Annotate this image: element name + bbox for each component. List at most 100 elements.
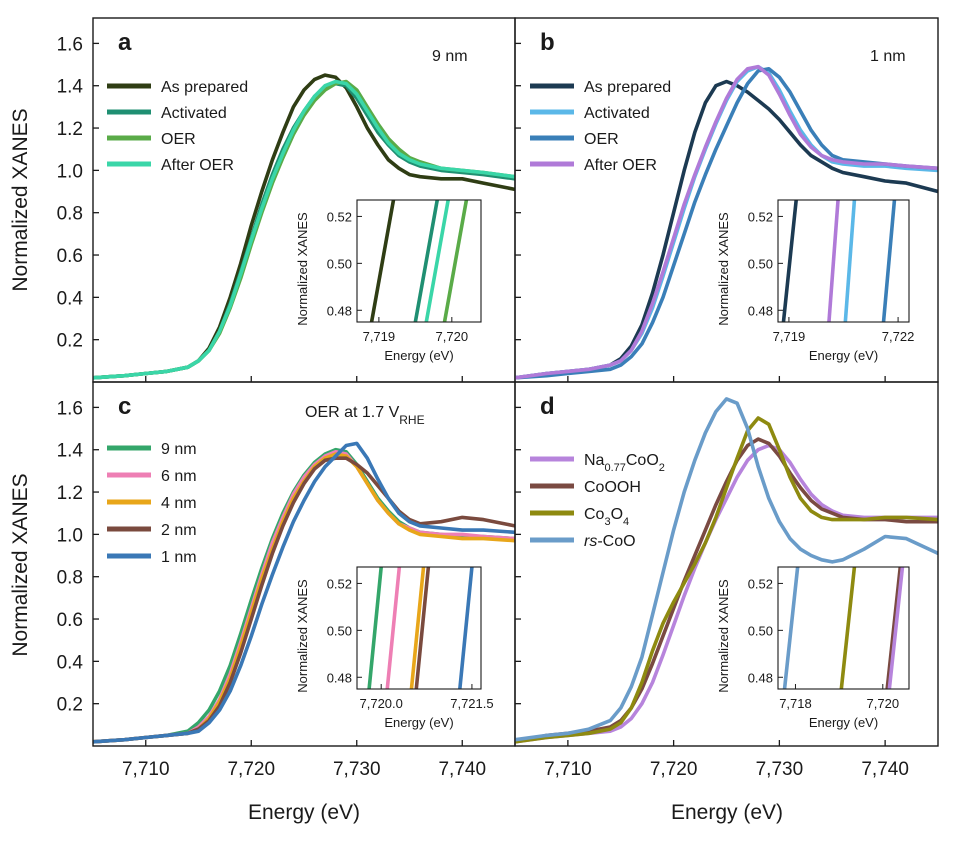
inset-d: 0.48 0.50 0.52 7,718 7,720 Energy (eV) Normali… — [716, 566, 910, 730]
panel-note: 9 nm — [432, 48, 468, 65]
legend-label-part: O — [611, 506, 623, 523]
series-line-d-2 — [515, 416, 938, 744]
inset-line — [369, 200, 396, 322]
inset-line — [424, 200, 450, 322]
inset-line — [409, 567, 426, 689]
series-line-d-0 — [515, 443, 938, 744]
legend-label: OER — [161, 131, 196, 148]
inset-x-tick-label: 7,721.5 — [450, 696, 493, 711]
panel-b: b 1 nm As prepared Activated OER After OER 0.4… — [514, 17, 939, 383]
x-tick-label: 7,730 — [756, 759, 804, 780]
panel-letter: a — [118, 29, 132, 56]
inset-x-axis-label: Energy (eV) — [384, 348, 453, 363]
inset-y-tick-label: 0.48 — [748, 303, 773, 318]
inset-line — [839, 567, 857, 689]
inset-b: 0.48 0.50 0.52 7,719 7,722 Energy (eV) Normali… — [716, 199, 914, 363]
legend-label-part: 0.77 — [604, 462, 625, 474]
inset-x-tick-label: 7,718 — [779, 696, 812, 711]
y-axis-label-bottom: Normalized XANES — [9, 473, 32, 656]
y-tick-label: 0.4 — [57, 288, 84, 309]
inset-line — [843, 200, 857, 322]
legend-label: Activated — [584, 105, 650, 122]
inset-x-axis-label: Energy (eV) — [384, 715, 453, 730]
series-line-b-3 — [515, 64, 938, 380]
y-tick-label: 0.6 — [57, 246, 83, 267]
legend-label: 1 nm — [161, 549, 197, 566]
legend-label-part: rs — [584, 533, 597, 550]
legend-label: Activated — [161, 105, 227, 122]
inset-y-tick-label: 0.52 — [748, 576, 773, 591]
inset-y-tick-label: 0.48 — [327, 303, 352, 318]
legend-label-part: 2 — [659, 462, 665, 474]
panel-c: 0.2 0.4 0.6 0.8 1.0 1.2 1.4 1.6 7,710 7,720 7,730 7… — [57, 381, 516, 780]
y-tick-label: 1.6 — [57, 398, 83, 419]
series-line-b-2 — [515, 67, 938, 380]
panel-letter: c — [118, 393, 131, 420]
inset-x-axis-label: Energy (eV) — [809, 348, 878, 363]
legend-label-part: CoO — [626, 452, 659, 469]
inset-y-tick-label: 0.52 — [748, 209, 773, 224]
x-tick-label: 7,740 — [438, 759, 486, 780]
legend-label: As prepared — [584, 79, 671, 96]
y-tick-label: 0.8 — [57, 568, 83, 589]
inset-y-axis-label: Normalized XANES — [716, 212, 731, 326]
y-tick-label: 1.4 — [57, 77, 84, 98]
legend-label: 4 nm — [161, 495, 197, 512]
legend-label: After OER — [584, 157, 657, 174]
x-tick-label: 7,740 — [861, 759, 909, 780]
inset-line — [827, 200, 840, 322]
series-line-d-3 — [515, 397, 938, 742]
x-tick-label: 7,710 — [122, 759, 170, 780]
series-line-c-4 — [93, 441, 515, 744]
inset-line — [887, 567, 905, 689]
inset-x-tick-label: 7,720 — [867, 696, 900, 711]
inset-x-axis-label: Energy (eV) — [809, 715, 878, 730]
panel-frame — [514, 381, 939, 747]
inset-line — [458, 567, 474, 689]
y-tick-label: 0.4 — [57, 652, 84, 673]
inset-frame — [777, 199, 910, 323]
panel-letter: b — [540, 29, 555, 56]
x-axis-label-left: Energy (eV) — [248, 801, 360, 824]
inset-c: 0.48 0.50 0.52 7,720.0 7,721.5 Energy (eV) Nor… — [295, 566, 494, 730]
inset-y-tick-label: 0.50 — [327, 623, 352, 638]
inset-frame — [356, 566, 482, 690]
x-tick-label: 7,720 — [227, 759, 275, 780]
y-tick-label: 1.2 — [57, 483, 83, 504]
x-tick-label: 7,710 — [544, 759, 592, 780]
y-tick-label: 0.8 — [57, 204, 83, 225]
panel-note-main: 1 nm — [870, 48, 906, 65]
legend-label: Co3O4 — [584, 506, 629, 528]
y-tick-label: 0.2 — [57, 331, 83, 352]
y-tick-label: 1.0 — [57, 161, 83, 182]
inset-frame — [356, 199, 482, 323]
legend-label: rs-CoO — [584, 533, 636, 550]
inset-line — [781, 200, 798, 322]
inset-a: 0.48 0.50 0.52 7,719 7,720 Energy (eV) Normali… — [295, 199, 482, 363]
x-axis-label-right: Energy (eV) — [671, 801, 783, 824]
legend-label-part: Na — [584, 452, 605, 469]
inset-y-tick-label: 0.50 — [748, 623, 773, 638]
x-tick-label: 7,730 — [333, 759, 381, 780]
legend-label: 2 nm — [161, 522, 197, 539]
legend-label: Na0.77CoO2 — [584, 452, 665, 474]
panel-note-sub: RHE — [399, 413, 424, 427]
inset-y-tick-label: 0.48 — [748, 670, 773, 685]
panel-note: OER at 1.7 VRHE — [305, 404, 425, 427]
inset-y-axis-label: Normalized XANES — [716, 579, 731, 693]
series-line-a-3 — [93, 79, 515, 380]
x-tick-label: 7,720 — [650, 759, 698, 780]
inset-line — [414, 567, 431, 689]
panel-note-main: OER at 1.7 V — [305, 404, 400, 421]
y-tick-label: 0.6 — [57, 610, 83, 631]
inset-line — [442, 200, 469, 322]
inset-y-axis-label: Normalized XANES — [295, 212, 310, 326]
inset-x-tick-label: 7,720.0 — [360, 696, 403, 711]
inset-x-tick-label: 7,719 — [773, 329, 806, 344]
inset-y-tick-label: 0.50 — [748, 256, 773, 271]
legend-label: As prepared — [161, 79, 248, 96]
legend-label-part: 4 — [623, 516, 629, 528]
legend-label-part: Co — [584, 506, 605, 523]
panel-note-main: 9 nm — [432, 48, 468, 65]
